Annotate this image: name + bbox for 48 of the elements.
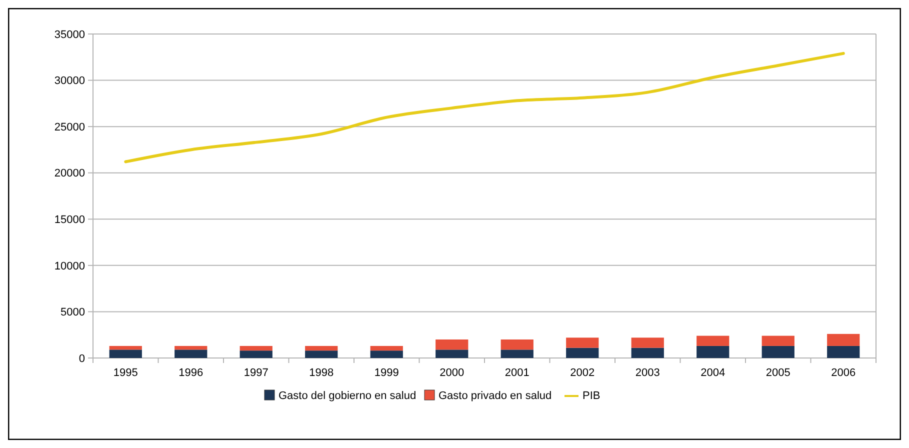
bar: [436, 350, 468, 358]
bar: [762, 346, 794, 358]
bar: [566, 348, 599, 358]
x-tick-label: 2005: [766, 367, 790, 379]
bar: [631, 348, 664, 358]
bar: [370, 346, 403, 351]
x-tick-label: 1999: [374, 367, 399, 379]
bar: [827, 334, 860, 346]
y-tick-label: 25000: [54, 121, 85, 134]
bar: [240, 350, 272, 358]
bar: [240, 346, 272, 351]
x-tick-label: 2004: [700, 367, 726, 379]
bar: [174, 350, 208, 358]
bar: [109, 350, 142, 358]
bar: [566, 338, 599, 348]
bar: [696, 346, 730, 358]
bar: [305, 350, 338, 358]
y-tick-label: 0: [78, 352, 85, 365]
y-tick-label: 15000: [54, 214, 85, 226]
x-tick-label: 1996: [178, 367, 204, 379]
x-tick-label: 2002: [570, 367, 595, 379]
x-tick-label: 2001: [504, 367, 530, 379]
x-tick-label: 2006: [831, 367, 856, 379]
y-tick-label: 10000: [54, 260, 85, 272]
y-tick-label: 35000: [54, 28, 85, 41]
bar: [370, 350, 403, 358]
bar: [827, 346, 860, 358]
line-series: [124, 52, 845, 164]
x-tick-label: 2003: [635, 367, 660, 379]
x-tick-label: 2000: [440, 367, 464, 379]
x-tick-label: 1997: [244, 367, 268, 379]
bar: [109, 346, 142, 350]
legend-label: Gasto privado en salud: [438, 390, 552, 402]
bar: [631, 338, 664, 348]
bar: [436, 339, 468, 350]
legend-label: Gasto del gobierno en salud: [278, 390, 416, 402]
legend-label: PIB: [582, 390, 600, 402]
bar: [762, 336, 794, 346]
bar: [696, 336, 730, 346]
x-tick-label: 1995: [113, 367, 138, 379]
y-tick-label: 30000: [54, 75, 85, 88]
y-tick-label: 20000: [54, 168, 85, 180]
x-tick-label: 1998: [309, 367, 334, 379]
bar: [500, 350, 534, 358]
bar: [305, 346, 338, 351]
bar: [174, 346, 208, 350]
y-tick-label: 5000: [60, 306, 85, 319]
bar: [500, 339, 534, 350]
